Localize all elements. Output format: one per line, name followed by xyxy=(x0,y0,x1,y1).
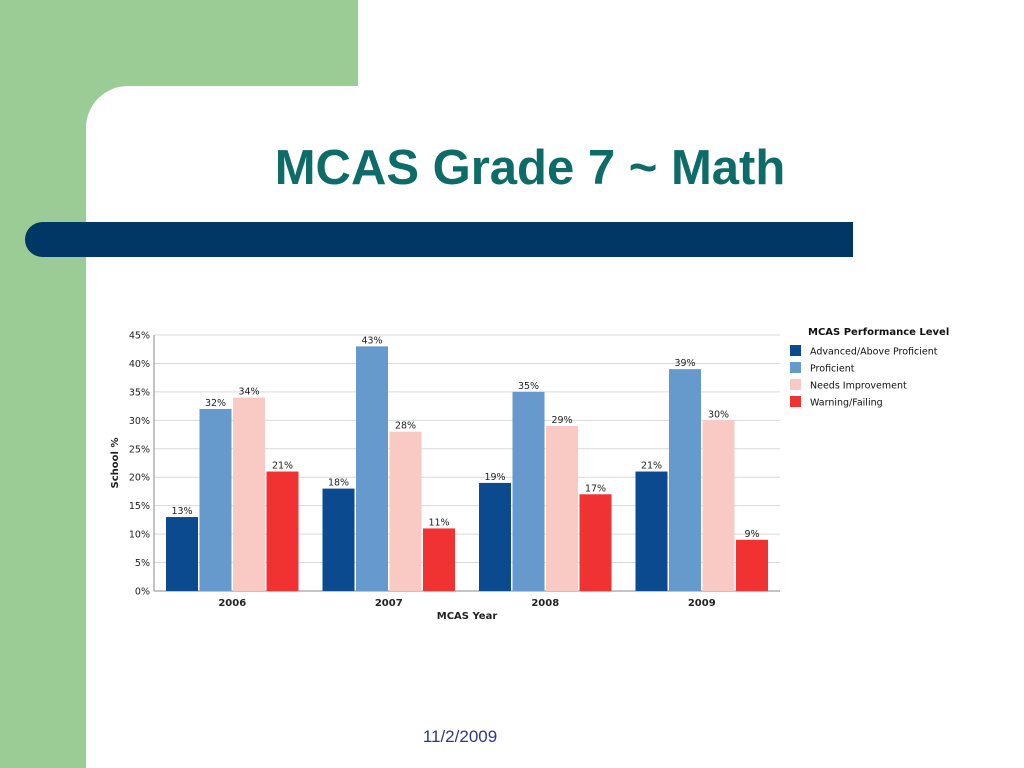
data-label: 17% xyxy=(585,483,606,494)
bar xyxy=(546,426,578,591)
x-tick-label: 2006 xyxy=(218,598,246,609)
data-label: 32% xyxy=(205,398,226,409)
legend-swatch xyxy=(790,345,801,356)
y-tick-label: 15% xyxy=(129,501,150,512)
bar xyxy=(702,420,735,591)
y-tick-label: 0% xyxy=(135,587,150,598)
bar xyxy=(266,471,299,591)
bar xyxy=(635,471,668,591)
bar xyxy=(512,391,545,591)
x-tick-label: 2008 xyxy=(531,598,559,609)
data-label: 28% xyxy=(395,421,416,432)
bar-chart: 0% 5% 10% 15% 20% 25% 30% 35% 40% 45% 13% 32% 34% 21%… xyxy=(110,327,949,622)
data-label: 21% xyxy=(272,461,293,472)
data-label: 19% xyxy=(484,472,505,483)
legend-swatch xyxy=(790,379,801,390)
y-tick-label: 5% xyxy=(135,558,150,569)
data-label: 35% xyxy=(518,381,539,392)
bar xyxy=(579,494,612,591)
y-tick-label: 20% xyxy=(129,473,150,484)
data-label: 34% xyxy=(238,387,259,398)
data-label: 30% xyxy=(708,409,729,420)
legend-item: Advanced/Above Proficient xyxy=(810,347,938,358)
data-label: 18% xyxy=(328,478,349,489)
y-tick-label: 10% xyxy=(129,530,150,541)
bar xyxy=(669,369,701,591)
data-label: 39% xyxy=(674,358,695,369)
legend-swatch xyxy=(790,362,801,373)
bar xyxy=(233,397,265,591)
y-tick-label: 40% xyxy=(129,359,150,370)
legend-item: Warning/Failing xyxy=(810,398,883,409)
bar xyxy=(356,346,388,591)
bar xyxy=(322,488,355,591)
bar xyxy=(736,539,768,591)
data-label: 43% xyxy=(361,335,382,346)
data-label: 29% xyxy=(551,415,572,426)
x-axis-label: MCAS Year xyxy=(437,611,498,622)
slide-top-background xyxy=(358,0,1024,90)
data-label: 21% xyxy=(641,461,662,472)
y-tick-label: 25% xyxy=(129,444,150,455)
slide-title: MCAS Grade 7 ~ Math xyxy=(274,141,786,195)
y-tick-label: 35% xyxy=(129,387,150,398)
y-tick-label: 45% xyxy=(129,331,150,342)
slide-date: 11/2/2009 xyxy=(422,727,498,746)
data-label: 13% xyxy=(171,506,192,517)
x-tick-label: 2007 xyxy=(375,598,403,609)
chart-container: 0% 5% 10% 15% 20% 25% 30% 35% 40% 45% 13% 32% 34% 21%… xyxy=(100,320,980,630)
data-label: 9% xyxy=(744,529,759,540)
bar xyxy=(423,528,455,591)
legend-item: Needs Improvement xyxy=(810,381,907,392)
legend-title: MCAS Performance Level xyxy=(808,327,949,338)
legend-swatch xyxy=(790,396,801,407)
bar xyxy=(166,517,198,591)
legend-item: Proficient xyxy=(810,364,855,375)
title-underline-bar xyxy=(25,222,853,257)
y-tick-label: 30% xyxy=(129,416,150,427)
y-axis-label: School % xyxy=(110,438,121,489)
data-label: 11% xyxy=(428,517,449,528)
bar xyxy=(479,482,511,591)
bar xyxy=(389,431,422,591)
bar xyxy=(199,408,232,591)
x-tick-label: 2009 xyxy=(688,598,716,609)
